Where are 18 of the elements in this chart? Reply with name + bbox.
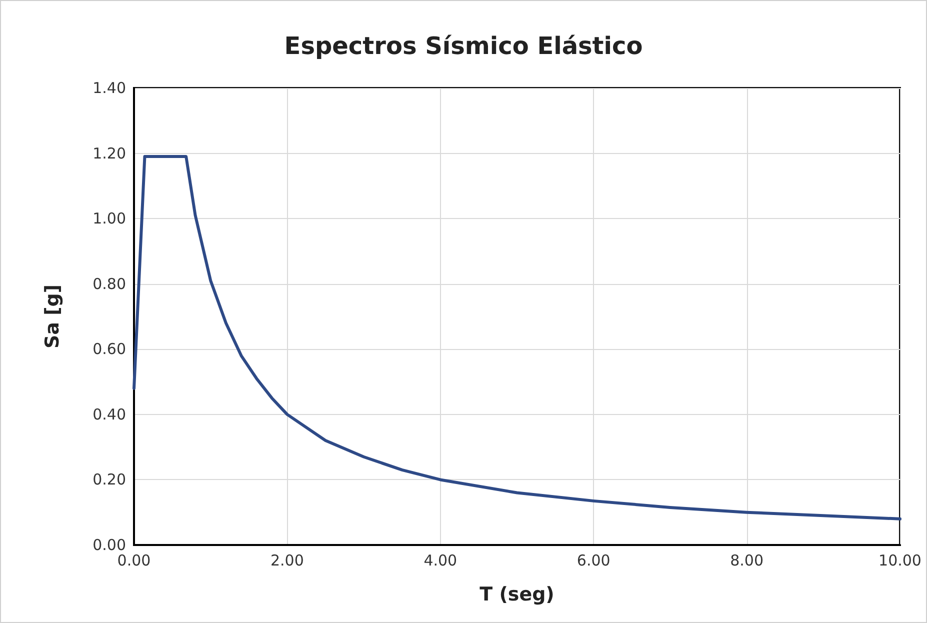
y-tick-label: 1.20 — [92, 144, 126, 162]
y-tick-label: 0.20 — [92, 470, 126, 489]
x-tick-label: 4.00 — [424, 552, 458, 570]
y-tick-label: 1.00 — [92, 210, 126, 228]
y-tick-label: 0.40 — [92, 405, 126, 424]
chart-title: Espectros Sísmico Elástico — [284, 32, 643, 60]
x-axis-title: T (seg) — [480, 584, 554, 606]
x-tick-label: 0.00 — [117, 552, 151, 570]
x-tick-label: 8.00 — [730, 552, 764, 570]
y-axis-title: Sa [g] — [42, 284, 64, 349]
x-tick-label: 10.00 — [878, 552, 922, 570]
x-tick-label: 6.00 — [576, 552, 610, 570]
x-tick-label: 2.00 — [270, 552, 304, 570]
line-series — [132, 155, 902, 520]
y-tick-label: 0.00 — [92, 536, 126, 554]
y-tick-label: 1.40 — [92, 79, 126, 97]
y-tick-label: 0.60 — [92, 340, 126, 358]
y-tick-label: 0.80 — [92, 274, 126, 293]
